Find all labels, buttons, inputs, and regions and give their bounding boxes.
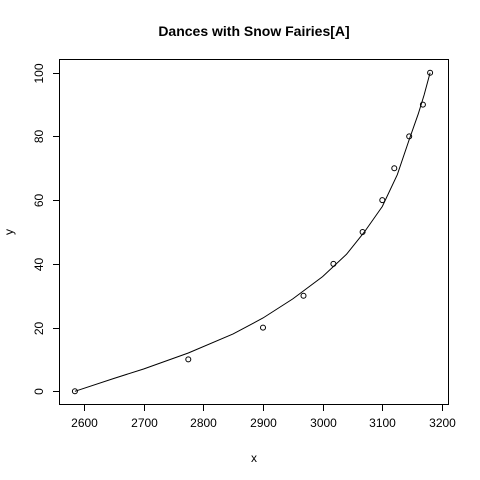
- x-axis-label: x: [251, 451, 257, 465]
- x-axis: 2600 2700 2800 2900 3000 3100 3200: [71, 404, 456, 430]
- x-tick-label: 3000: [310, 416, 337, 430]
- y-tick-label: 20: [32, 322, 46, 336]
- y-tick-label: 80: [32, 130, 46, 144]
- data-point: [300, 292, 307, 299]
- data-point: [427, 69, 434, 76]
- y-tick-label: 40: [32, 258, 46, 272]
- y-tick-label: 0: [32, 388, 46, 395]
- data-point: [419, 101, 426, 108]
- x-tick-label: 2600: [71, 416, 98, 430]
- x-tick-label: 2900: [250, 416, 277, 430]
- y-tick-label: 100: [32, 63, 46, 83]
- x-tick-label: 2700: [131, 416, 158, 430]
- data-point: [330, 260, 337, 267]
- data-points: [71, 69, 434, 395]
- chart-title: Dances with Snow Fairies[A]: [158, 23, 349, 39]
- y-tick-label: 60: [32, 194, 46, 208]
- plot-frame: [59, 59, 449, 405]
- data-point: [71, 388, 78, 395]
- fit-curve: [74, 72, 431, 392]
- data-point: [260, 324, 266, 331]
- x-tick-label: 3200: [429, 416, 456, 430]
- data-point: [185, 356, 192, 363]
- data-point: [359, 229, 366, 235]
- data-point: [391, 165, 398, 172]
- x-tick-label: 2800: [190, 416, 217, 430]
- data-point: [379, 197, 386, 204]
- data-point: [406, 133, 413, 140]
- y-axis-label: y: [2, 229, 16, 235]
- y-axis: 0 20 40 60 80 100: [32, 63, 60, 395]
- x-tick-label: 3100: [369, 416, 396, 430]
